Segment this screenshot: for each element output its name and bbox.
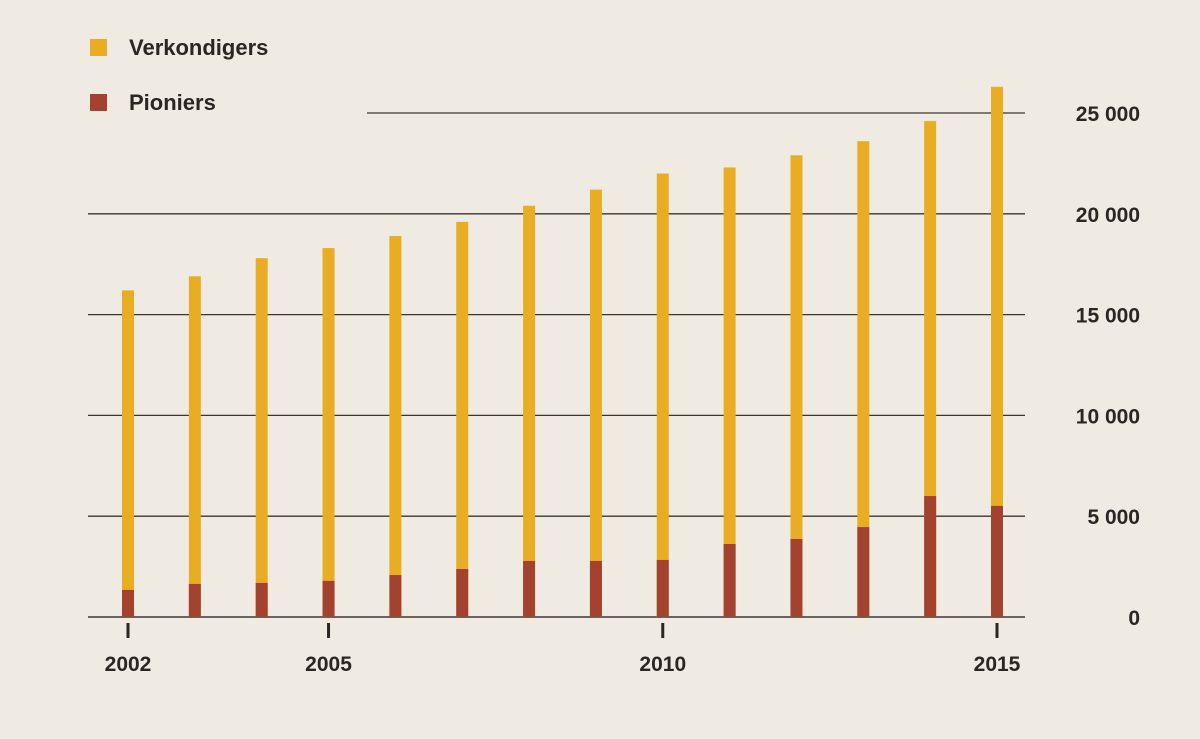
bar-pioniers-2015 — [991, 505, 1003, 617]
bar-pioniers-2008 — [523, 560, 536, 617]
bar-pioniers-2006 — [389, 575, 402, 617]
legend-swatch — [90, 39, 107, 56]
bar-verkondigers-2009 — [589, 189, 602, 617]
bar-pioniers-2011 — [723, 544, 736, 617]
gridlines — [88, 112, 1025, 618]
bar-verkondigers-2015 — [991, 86, 1003, 618]
legend: Verkondigers Pioniers — [90, 35, 268, 115]
bar-pioniers-2009 — [589, 560, 602, 617]
x-tick-label: 2005 — [305, 653, 352, 676]
bar-verkondigers-2005 — [322, 248, 335, 617]
y-tick-label: 25 000 — [1076, 103, 1140, 126]
y-tick-label: 15 000 — [1076, 305, 1140, 328]
legend-label: Verkondigers — [129, 35, 268, 60]
x-tick-label: 2002 — [105, 653, 152, 676]
bar-verkondigers-2012 — [790, 155, 803, 617]
y-tick-label: 5 000 — [1087, 506, 1140, 529]
bar-verkondigers-2014 — [924, 121, 937, 618]
bar-pioniers-2005 — [322, 580, 335, 617]
bar-verkondigers-2011 — [723, 167, 736, 617]
bar-pioniers-2007 — [456, 569, 469, 617]
y-tick-label: 0 — [1128, 607, 1140, 630]
bars — [122, 86, 1003, 618]
bar-pioniers-2004 — [255, 582, 268, 617]
bar-verkondigers-2004 — [255, 258, 268, 617]
bar-pioniers-2010 — [656, 559, 669, 617]
bar-pioniers-2003 — [188, 583, 201, 617]
x-tick-label: 2010 — [639, 653, 686, 676]
bar-verkondigers-2006 — [389, 235, 402, 617]
legend-swatch — [90, 94, 107, 111]
bar-verkondigers-2007 — [456, 221, 469, 617]
bar-pioniers-2013 — [857, 527, 870, 617]
bar-verkondigers-2003 — [188, 276, 201, 617]
bar-verkondigers-2002 — [122, 290, 134, 617]
y-tick-label: 20 000 — [1076, 204, 1140, 227]
bar-pioniers-2012 — [790, 538, 803, 617]
x-tick-label: 2015 — [974, 653, 1021, 676]
bar-verkondigers-2008 — [523, 205, 536, 617]
y-tick-label: 10 000 — [1076, 405, 1140, 428]
bar-verkondigers-2013 — [857, 141, 870, 617]
bar-pioniers-2002 — [122, 589, 134, 617]
y-axis: 0 5 000 10 000 15 000 20 000 25 000 — [1076, 103, 1140, 630]
x-axis: 2002 2005 2010 2015 — [105, 623, 1021, 676]
bar-verkondigers-2010 — [656, 173, 669, 618]
legend-label: Pioniers — [129, 90, 216, 115]
bar-pioniers-2014 — [924, 496, 937, 617]
